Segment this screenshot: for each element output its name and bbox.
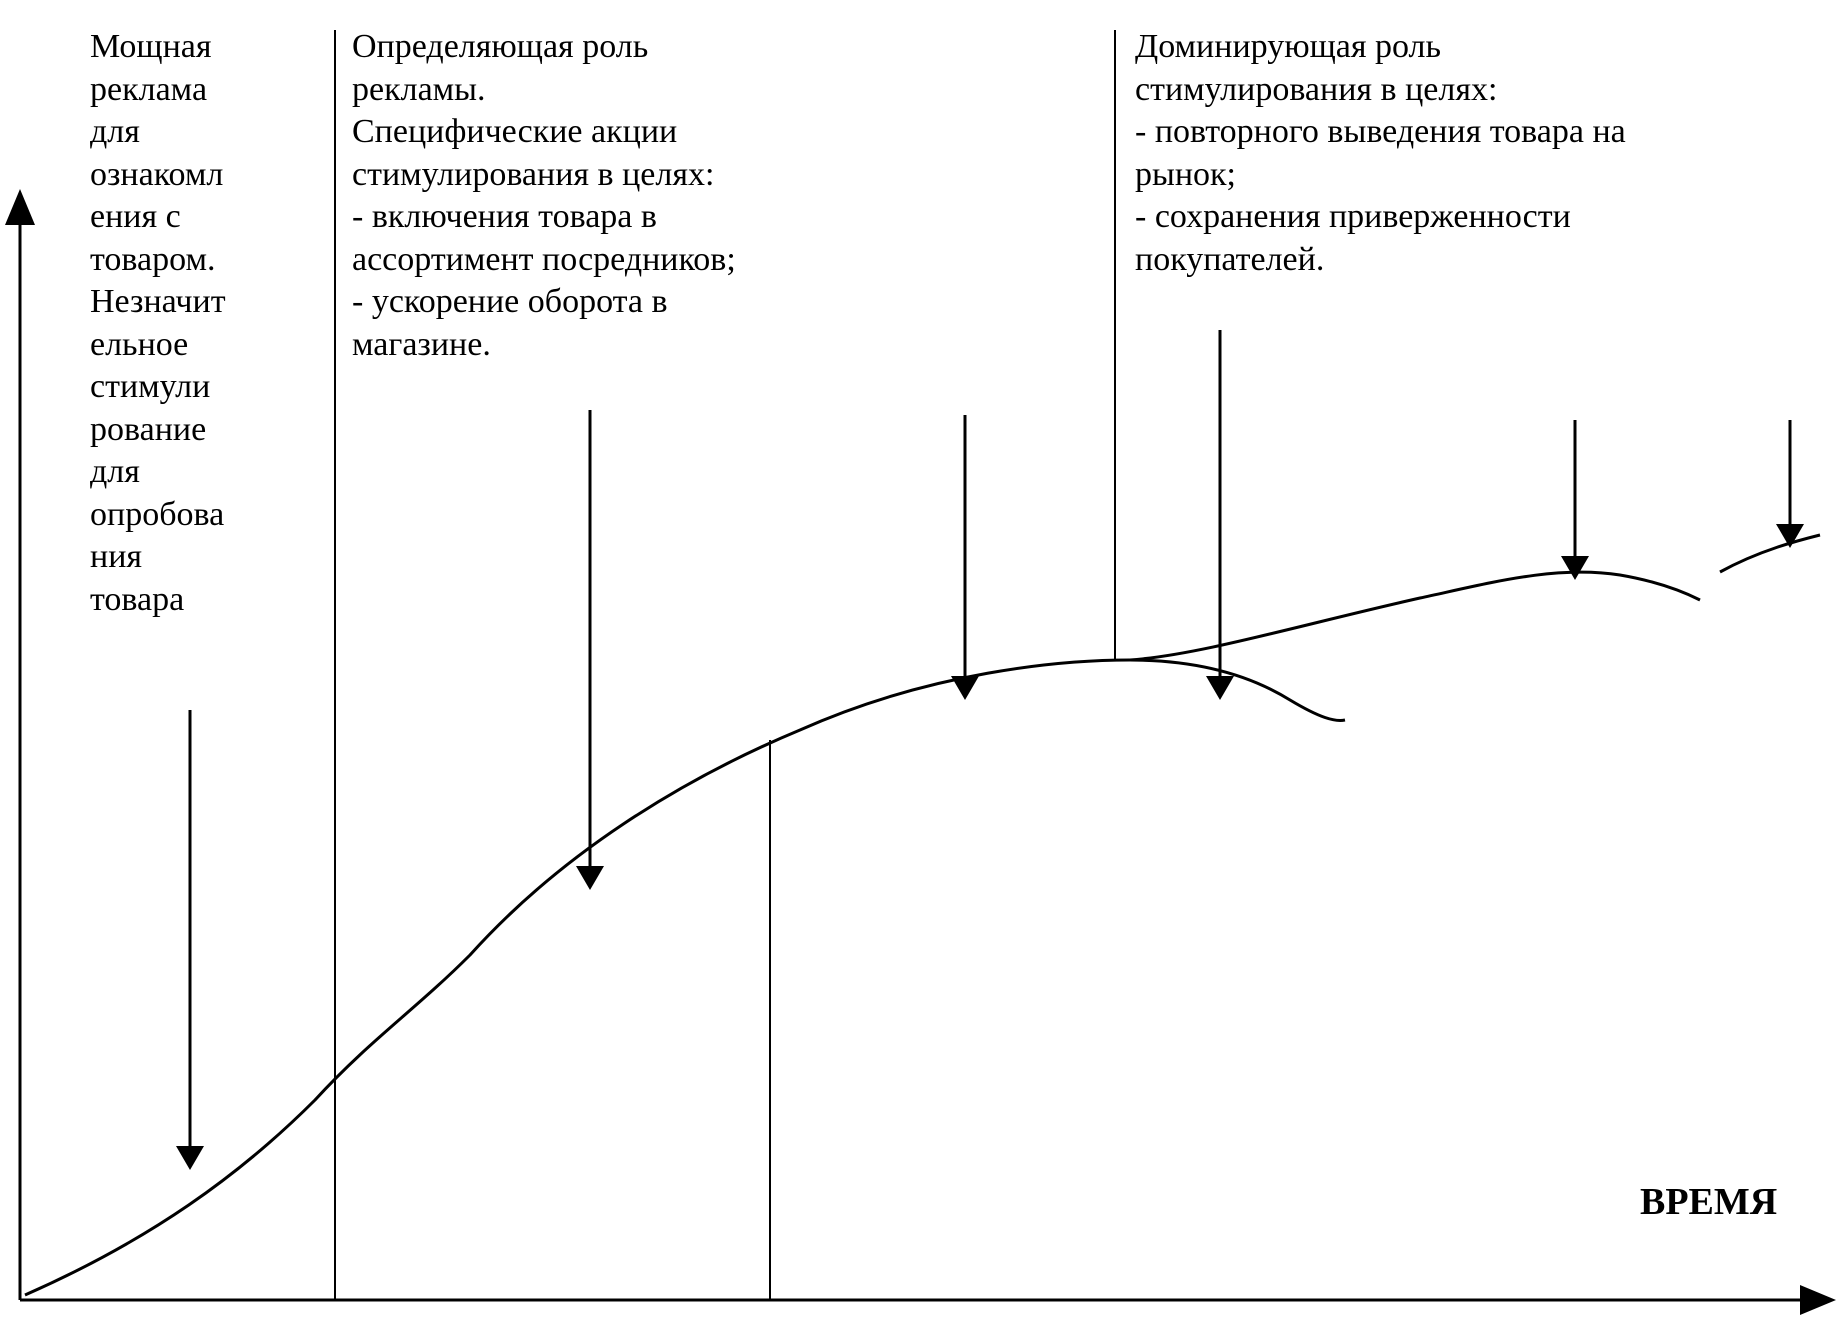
column-3-text: Доминирующая рольстимулирования в целях:… [1135,26,1835,281]
x-axis-label: ВРЕМЯ [1640,1180,1777,1224]
column-2-text: Определяющая рольрекламы.Специфические а… [352,26,872,366]
column-1-text: Мощнаярекламадляознакомления стоваром.Не… [90,26,320,621]
diagram-root: Мощнаярекламадляознакомления стоваром.Не… [0,0,1848,1326]
